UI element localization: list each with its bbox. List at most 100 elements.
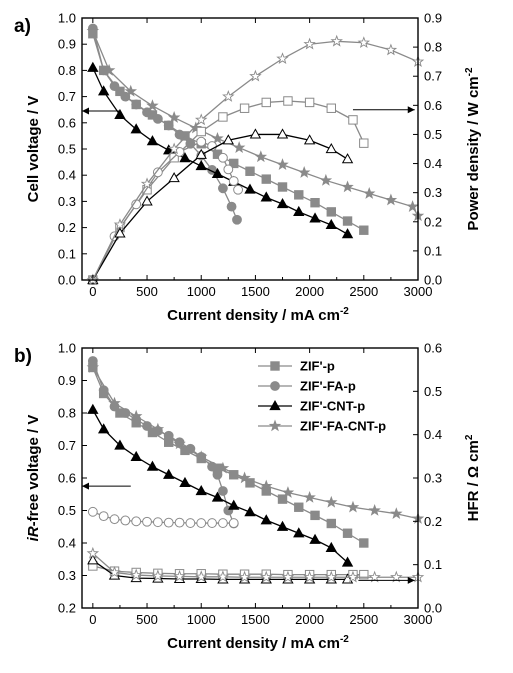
y-tick-label: 0.5	[58, 142, 76, 157]
y2-tick-label: 0.0	[424, 601, 442, 616]
data-point	[120, 515, 131, 526]
y-tick-label: 1.0	[58, 341, 76, 356]
data-point	[325, 541, 337, 552]
data-point	[232, 214, 242, 225]
data-point	[342, 216, 353, 226]
data-point	[152, 517, 163, 528]
data-point	[406, 200, 419, 212]
data-point	[303, 570, 316, 583]
data-point	[276, 52, 289, 65]
series-left-3	[86, 24, 425, 222]
data-point	[217, 486, 228, 496]
data-point	[245, 478, 255, 488]
data-point	[357, 36, 371, 49]
data-point	[303, 37, 316, 50]
y2-tick-label: 0.6	[424, 98, 442, 113]
x-tick-label: 500	[136, 612, 158, 627]
data-point	[87, 554, 99, 565]
data-point	[102, 63, 116, 76]
data-point	[325, 570, 338, 583]
data-point	[216, 461, 230, 474]
data-point	[294, 190, 304, 200]
data-point	[163, 120, 174, 131]
data-point	[120, 91, 131, 102]
y2-tick-label: 0.6	[424, 341, 442, 356]
data-point	[238, 471, 251, 484]
x-tick-label: 500	[136, 284, 158, 299]
data-point	[217, 183, 228, 194]
data-point	[129, 409, 143, 422]
data-point	[152, 113, 163, 124]
data-point	[108, 565, 121, 578]
data-point	[130, 450, 142, 461]
data-point	[390, 570, 403, 583]
data-point	[254, 150, 268, 163]
data-point	[249, 128, 262, 139]
data-point	[167, 111, 181, 123]
data-point	[86, 360, 100, 373]
series-left-2	[87, 403, 354, 567]
data-point	[359, 538, 369, 548]
data-point	[368, 503, 381, 516]
data-point	[196, 518, 207, 528]
legend-marker	[269, 399, 281, 411]
data-point	[87, 506, 98, 517]
y-tick-label: 0.3	[58, 194, 76, 209]
x-tick-label: 2500	[349, 284, 378, 299]
data-point	[108, 396, 121, 409]
series-line	[92, 367, 419, 520]
x-tick-label: 1500	[241, 284, 270, 299]
series-left-3	[86, 360, 425, 524]
series-line	[92, 552, 418, 578]
data-point	[245, 166, 255, 176]
y-tick-label: 0.8	[58, 406, 76, 421]
data-point	[346, 570, 360, 583]
data-point	[151, 422, 165, 435]
series-line	[92, 100, 365, 281]
data-point	[185, 518, 196, 528]
data-point	[98, 511, 109, 522]
data-point	[141, 195, 153, 206]
data-point	[341, 153, 354, 164]
y-tick-label: 0.6	[58, 471, 76, 486]
data-point	[228, 518, 239, 528]
x-tick-label: 2500	[349, 612, 378, 627]
data-point	[239, 103, 250, 113]
data-point	[326, 518, 336, 529]
data-point	[217, 152, 228, 163]
data-point	[229, 158, 239, 169]
data-point	[163, 517, 174, 528]
data-point	[114, 108, 126, 120]
data-point	[196, 136, 207, 147]
data-point	[114, 227, 126, 238]
y2-axis-title: Power density / W cm-2	[464, 67, 482, 231]
y2-axis-title: HFR / Ω cm2	[464, 434, 482, 521]
y2-tick-label: 0.8	[424, 40, 442, 55]
y-tick-label: 0.2	[58, 220, 76, 235]
data-point	[109, 514, 120, 525]
data-point	[216, 570, 230, 583]
data-point	[390, 507, 403, 520]
series-right-6	[87, 128, 354, 285]
data-point	[293, 527, 305, 538]
data-point	[146, 460, 159, 471]
data-point	[303, 134, 316, 145]
data-point	[114, 439, 126, 450]
data-point	[276, 197, 289, 209]
data-point	[146, 135, 159, 146]
data-point	[217, 518, 228, 528]
data-point	[232, 141, 246, 153]
y2-tick-label: 0.2	[424, 214, 442, 229]
data-point	[348, 115, 358, 125]
data-point	[218, 112, 228, 122]
data-point	[97, 85, 110, 96]
data-point	[211, 167, 224, 178]
series-right-5	[87, 506, 239, 528]
legend-label: ZIF'-FA-p	[300, 379, 356, 394]
legend-marker	[270, 361, 280, 371]
y-tick-label: 0.6	[58, 115, 76, 130]
series-left-2	[87, 61, 354, 239]
data-point	[362, 186, 376, 199]
data-point	[277, 494, 288, 504]
y-tick-label: 0.2	[58, 601, 76, 616]
